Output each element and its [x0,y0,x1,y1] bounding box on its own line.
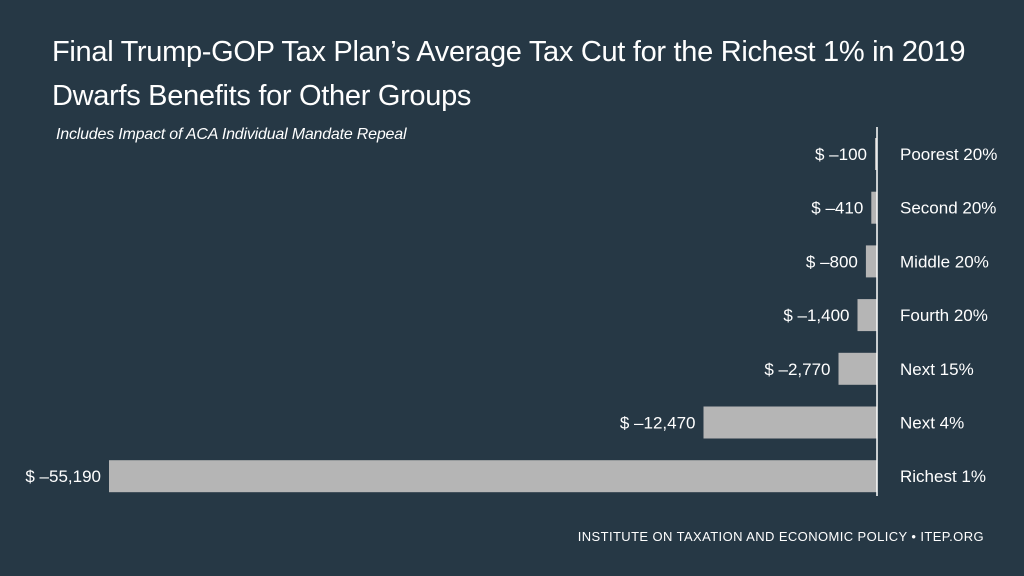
source-credit: INSTITUTE ON TAXATION AND ECONOMIC POLIC… [577,529,984,544]
bar-value-label-3: $ –1,400 [783,306,849,325]
bar-3 [857,299,877,332]
category-label-0: Poorest 20% [900,145,997,164]
category-label-2: Middle 20% [900,252,989,271]
category-label-3: Fourth 20% [900,306,988,325]
bar-value-label-2: $ –800 [806,252,858,271]
bar-4 [838,352,877,385]
bar-0 [875,138,877,170]
chart-title-line-1: Final Trump-GOP Tax Plan’s Average Tax C… [52,36,966,68]
bar-6 [109,460,877,493]
category-label-4: Next 15% [900,360,974,379]
chart-subtitle: Includes Impact of ACA Individual Mandat… [56,126,407,143]
bar-5 [703,406,877,439]
bar-value-label-1: $ –410 [811,199,863,218]
chart-title-line-2: Dwarfs Benefits for Other Groups [52,80,472,112]
bar-2 [865,245,877,278]
bar-1 [871,191,877,224]
category-label-6: Richest 1% [900,467,986,486]
bar-value-label-5: $ –12,470 [620,414,696,433]
bars-group: $ –100 Poorest 20% $ –410 Second 20% $ –800 M… [25,138,997,493]
category-label-1: Second 20% [900,199,996,218]
bar-value-label-4: $ –2,770 [764,360,830,379]
bar-value-label-6: $ –55,190 [25,467,101,486]
chart-title: Final Trump-GOP Tax Plan’s Average Tax C… [52,30,992,118]
category-label-5: Next 4% [900,414,964,433]
bar-value-label-0: $ –100 [815,145,867,164]
